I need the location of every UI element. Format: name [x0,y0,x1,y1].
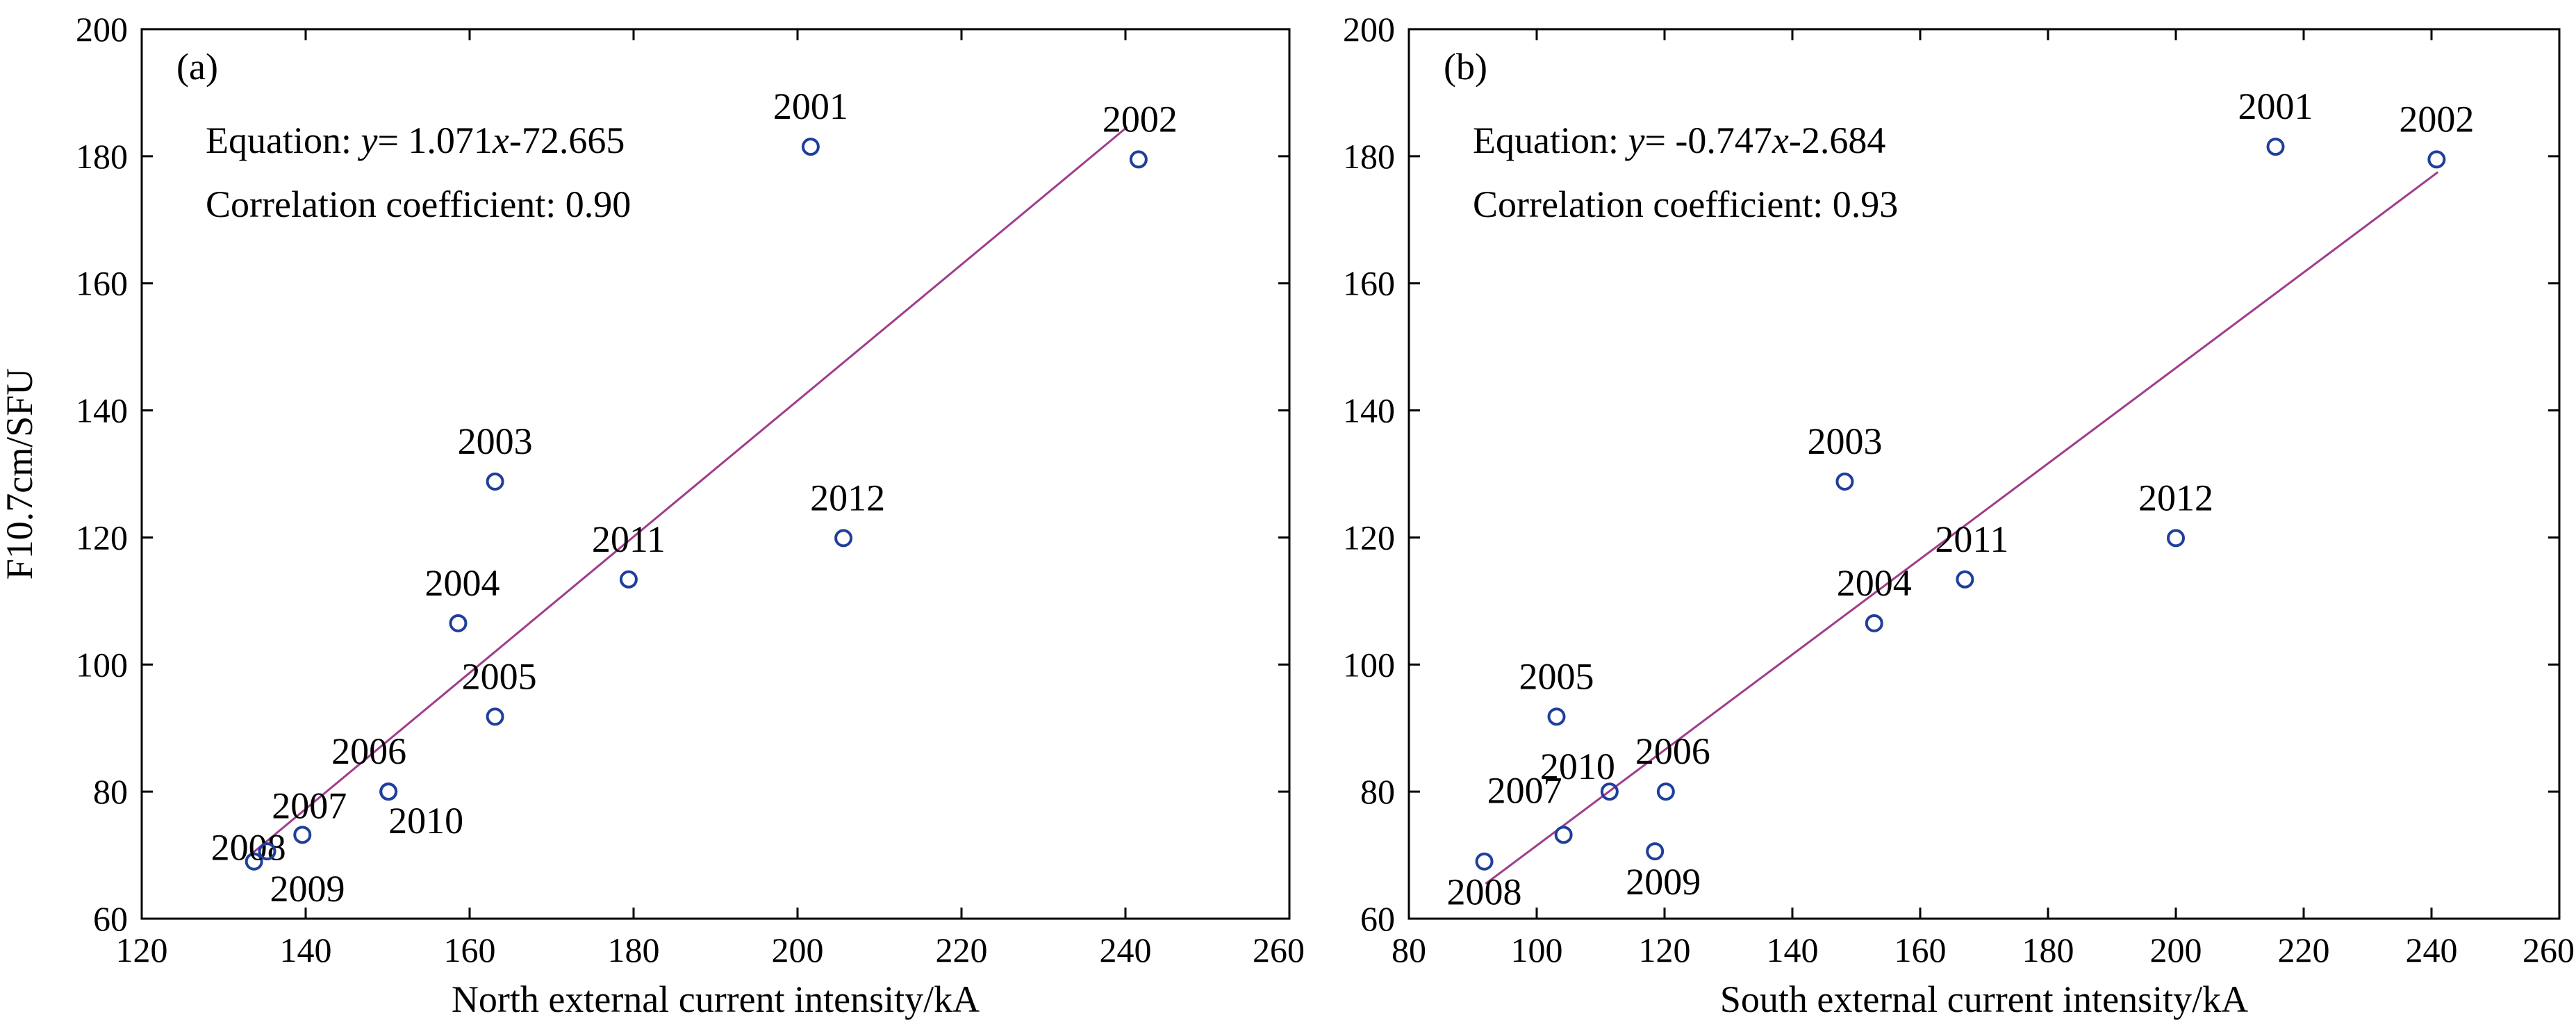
y-tick-label: 160 [1343,264,1395,303]
fit-line [251,126,1128,855]
y-tick-label: 60 [93,899,128,938]
panel-b-chart: 80 100 120 140 160 180 200 220 240 26060801001201… [1343,10,2575,1020]
y-tick-label: 140 [76,391,128,430]
data-point-2007 [293,826,312,844]
data-point-2006 [1656,782,1675,801]
x-tick-label: 140 [280,930,332,969]
x-tick-label: 260 [1253,930,1305,969]
plot-frame-a [140,28,1291,920]
data-point-2002 [2427,150,2446,169]
x-tick-label: 160 [1894,930,1947,969]
data-point-2001 [801,138,820,156]
data-point-2004 [1865,614,1883,632]
data-point-2012 [834,529,853,548]
x-tick-label: 240 [1100,930,1152,969]
point-label-2002: 2002 [1103,98,1178,140]
point-label-2001: 2001 [773,85,848,127]
data-point-2005 [486,707,504,726]
y-tick-label: 120 [1343,518,1395,557]
fit-line [1485,171,2439,885]
data-point-2008 [1475,852,1494,871]
y-tick-label: 160 [76,264,128,303]
x-tick-label: 200 [772,930,824,969]
point-label-2007: 2007 [272,785,347,826]
x-axis-title: South external current intensity/kA [1720,978,2248,1020]
x-axis-title: North external current intensity/kA [452,978,980,1020]
x-tick-label: 220 [936,930,988,969]
equation-text: Equation: y= -0.747x-2.684 [1473,120,1885,161]
x-tick-label: 140 [1767,930,1819,969]
x-tick-label: 180 [608,930,660,969]
x-tick-label: 180 [2022,930,2074,969]
point-label-2009: 2009 [270,868,345,910]
data-point-2002 [1129,150,1148,169]
panel-a-chart: 120 140 160 180 200 220 240 260 60 80 100 120 140 160… [0,10,1305,1020]
y-tick-label: 100 [1343,645,1395,684]
point-label-2010: 2010 [1540,746,1615,787]
y-tick-label: 180 [76,137,128,176]
data-point-2004 [449,614,468,632]
x-tick-label: 120 [1639,930,1691,969]
correlation-text: Correlation coefficient: 0.93 [1473,183,1898,225]
data-point-2001 [2266,138,2285,156]
y-tick-label: 120 [76,518,128,557]
point-label-2005: 2005 [462,655,537,697]
equation-text: Equation: y= 1.071x-72.665 [206,120,625,161]
point-label-2011: 2011 [592,518,666,560]
point-label-2003: 2003 [458,420,533,462]
x-tick-label: 220 [2278,930,2330,969]
y-tick-label: 60 [1360,899,1395,938]
point-label-2002: 2002 [2399,98,2474,140]
data-point-2010 [1600,782,1619,801]
point-label-2005: 2005 [1519,655,1594,697]
y-tick-label: 80 [1360,772,1395,811]
y-axis-title: F10.7cm/SFU [0,368,40,580]
x-tick-label: 200 [2150,930,2202,969]
data-point-2008 [245,852,263,871]
point-label-2008: 2008 [1447,871,1522,913]
x-tick-label: 160 [444,930,496,969]
x-tick-label: 80 [1392,930,1426,969]
y-tick-label: 140 [1343,391,1395,430]
point-label-2006: 2006 [331,730,406,772]
data-point-2009 [258,842,276,861]
panel-label: (a) [176,46,218,88]
y-tick-label: 200 [76,10,128,49]
data-point-2003 [486,472,504,491]
y-tick-label: 200 [1343,10,1395,49]
data-point-2012 [2167,529,2185,548]
data-point-2003 [1835,472,1854,491]
point-label-2009: 2009 [1626,861,1701,903]
data-point-2011 [619,570,638,589]
data-point-2007 [1554,826,1573,844]
point-label-2004: 2004 [1837,562,1912,604]
correlation-text: Correlation coefficient: 0.90 [206,183,631,225]
point-label-2003: 2003 [1807,420,1882,462]
point-label-2007: 2007 [1487,769,1562,811]
x-tick-label: 100 [1511,930,1563,969]
plot-frame-b [1407,28,2561,920]
point-label-2011: 2011 [1935,518,2008,560]
point-label-2012: 2012 [2138,477,2213,518]
x-tick-label: 240 [2406,930,2458,969]
point-label-2012: 2012 [810,477,885,518]
x-tick-label: 120 [116,930,168,969]
data-point-2009 [1646,842,1665,861]
point-label-2001: 2001 [2238,85,2313,127]
data-point-2005 [1547,707,1566,726]
point-label-2004: 2004 [424,562,499,604]
data-point-2011 [1956,570,1974,589]
point-label-2006: 2006 [1635,730,1710,772]
data-point-2010 [379,782,398,801]
x-tick-label: 260 [2523,930,2575,969]
y-tick-label: 80 [93,772,128,811]
y-tick-label: 180 [1343,137,1395,176]
y-tick-label: 100 [76,645,128,684]
point-label-2010: 2010 [388,800,463,842]
panel-label: (b) [1444,46,1487,88]
